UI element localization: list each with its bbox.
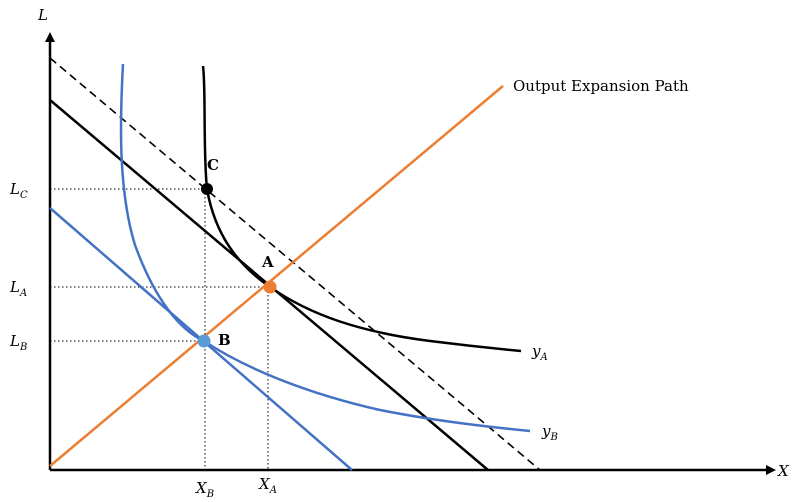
output-expansion-path — [49, 85, 504, 467]
tick-la: LA — [9, 278, 27, 299]
point-b — [197, 334, 211, 348]
tick-xb: XB — [195, 479, 214, 500]
point-b-label: B — [218, 331, 231, 349]
isoquant-b — [119, 63, 531, 433]
curve-ya-label: yA — [531, 342, 548, 363]
point-c-label: C — [207, 156, 219, 174]
isoquant-a — [201, 65, 522, 353]
tick-lb: LB — [9, 332, 27, 353]
x-axis-label: X — [777, 462, 790, 480]
curve-yb-label: yB — [541, 422, 558, 443]
point-c — [201, 183, 213, 195]
point-a — [263, 280, 277, 294]
tick-xa: XA — [258, 475, 277, 496]
expansion-path-label: Output Expansion Path — [513, 77, 689, 95]
isocost-dashed — [49, 57, 541, 471]
tick-lc: LC — [9, 180, 28, 201]
y-axis-label: L — [37, 6, 48, 24]
point-a-label: A — [261, 253, 274, 271]
